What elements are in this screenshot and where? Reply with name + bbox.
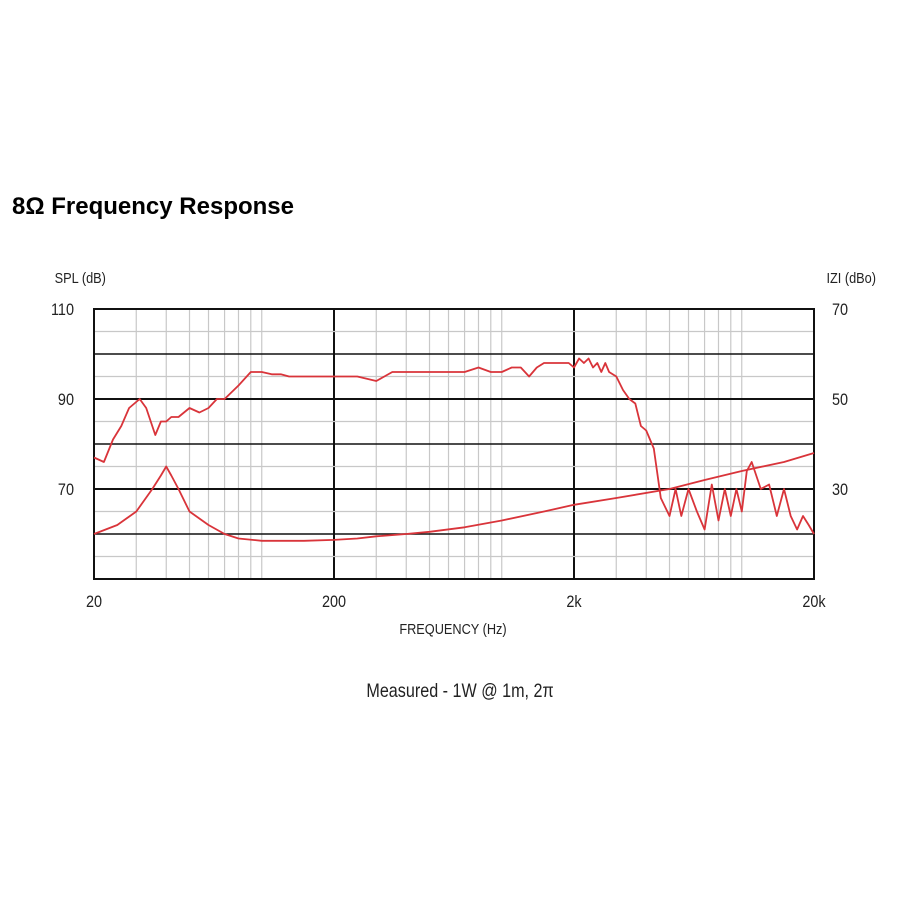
series-lines [93,357,815,542]
x-tick-label: 200 [322,593,346,611]
x-tick-label: 20k [802,593,825,611]
x-tick-label: 20 [86,593,102,611]
y-tick-label-right: 70 [832,301,848,319]
plot-frame [93,308,815,580]
y-tick-label-left: 70 [58,481,74,499]
y-axis-right-label: IZI (dBo) [826,269,876,286]
y-tick-label-right: 30 [832,481,848,499]
x-tick-label: 2k [566,593,581,611]
spl-line [93,357,815,535]
y-tick-label-left: 110 [51,301,74,319]
caption: Measured - 1W @ 1m, 2π [366,680,553,702]
y-tick-label-left: 90 [58,391,74,409]
tick-labels: 20 200 2k 20k 110 90 70 70 50 30 [51,301,848,611]
chart-title: 8Ω Frequency Response [12,193,294,220]
x-axis-label: FREQUENCY (Hz) [399,620,506,637]
impedance-line [93,452,815,542]
y-axis-left-label: SPL (dB) [55,269,106,286]
y-tick-label-right: 50 [832,391,848,409]
grid [94,309,814,579]
